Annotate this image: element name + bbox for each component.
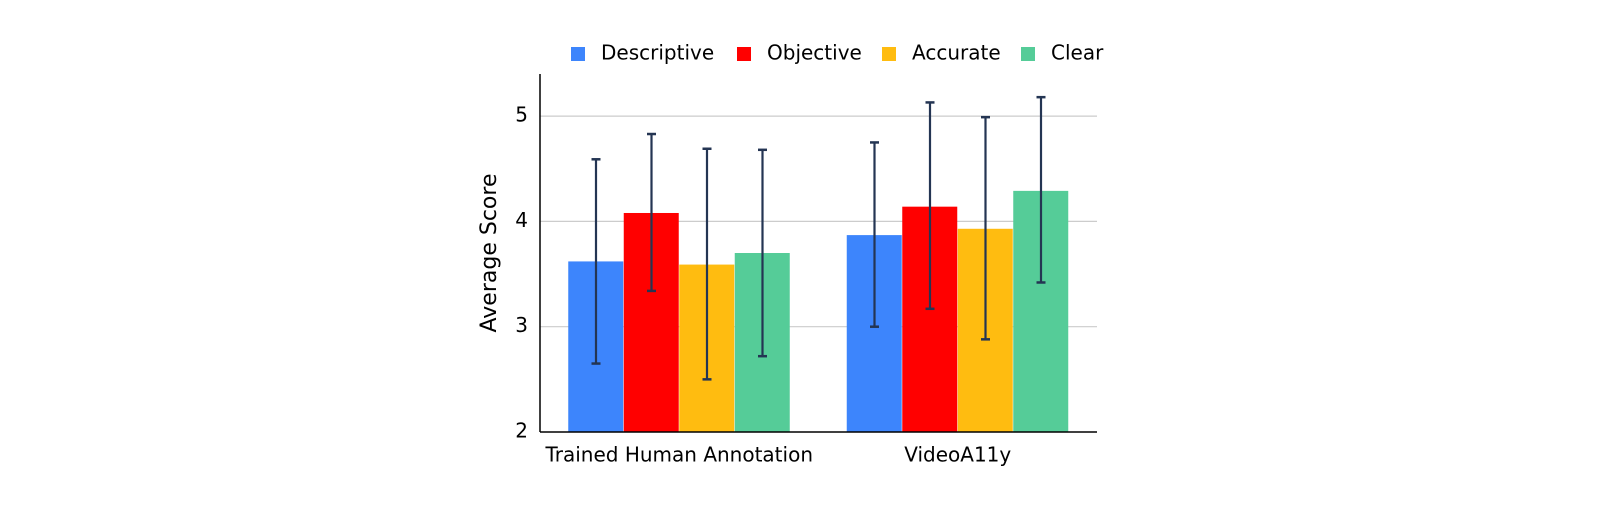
y-tick-label: 5 bbox=[515, 103, 528, 127]
bars bbox=[568, 190, 1069, 432]
legend-label: Accurate bbox=[912, 41, 1001, 65]
legend-label: Objective bbox=[767, 41, 862, 65]
legend-swatch bbox=[571, 47, 585, 61]
error-bar-clear-1 bbox=[1036, 95, 1046, 284]
error-bar-objective-1 bbox=[925, 101, 935, 311]
legend-label: Descriptive bbox=[601, 41, 714, 65]
x-tick-label: VideoA11y bbox=[904, 443, 1011, 467]
legend-label: Clear bbox=[1051, 41, 1104, 65]
legend-item-clear: Clear bbox=[1021, 41, 1104, 65]
legend-swatch bbox=[737, 47, 751, 61]
error-bars bbox=[591, 95, 1046, 381]
error-bar-objective-0 bbox=[647, 132, 656, 293]
y-tick-label: 3 bbox=[515, 313, 528, 337]
legend-item-objective: Objective bbox=[737, 41, 862, 65]
legend-swatch bbox=[882, 47, 896, 61]
x-tick-label: Trained Human Annotation bbox=[544, 443, 813, 467]
legend-item-accurate: Accurate bbox=[882, 41, 1001, 65]
axes bbox=[539, 74, 1097, 433]
legend: Descriptive Objective Accurate Clear bbox=[571, 41, 1104, 65]
y-axis-title: Average Score bbox=[477, 174, 502, 333]
y-tick-label: 4 bbox=[515, 208, 528, 232]
error-bar-descriptive-1 bbox=[870, 141, 879, 328]
y-tick-label: 2 bbox=[515, 419, 528, 443]
error-bar-descriptive-0 bbox=[591, 158, 601, 365]
error-bar-clear-0 bbox=[758, 148, 767, 358]
error-bar-accurate-1 bbox=[981, 115, 990, 341]
y-tick-labels: 2 3 4 5 bbox=[515, 103, 528, 443]
legend-item-descriptive: Descriptive bbox=[571, 41, 714, 65]
x-tick-labels: Trained Human Annotation VideoA11y bbox=[544, 443, 1011, 467]
error-bar-accurate-0 bbox=[702, 147, 712, 381]
legend-swatch bbox=[1021, 47, 1035, 61]
